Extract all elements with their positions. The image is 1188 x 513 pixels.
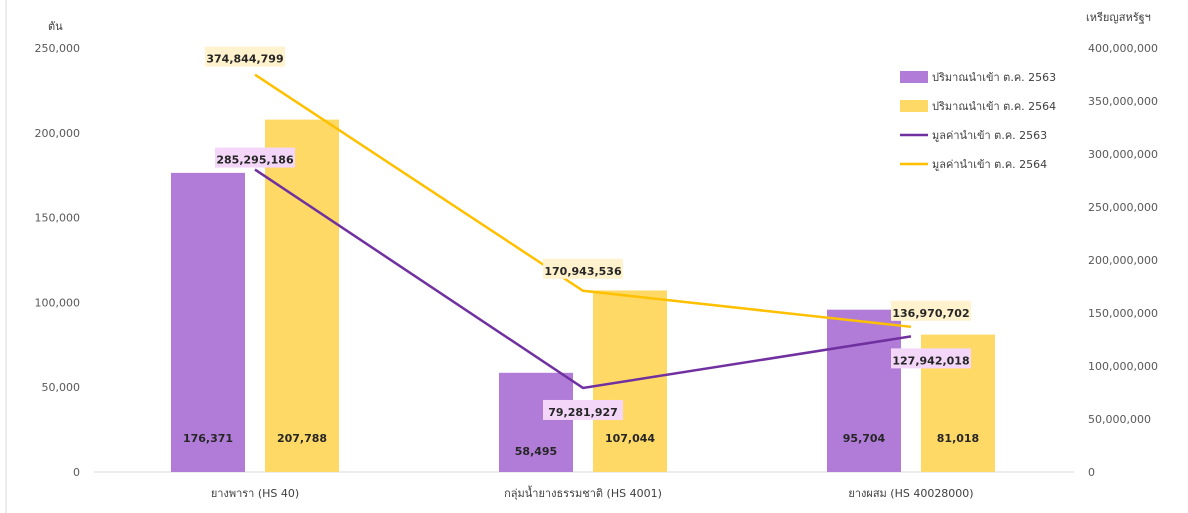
bar <box>265 119 339 472</box>
bar-value-label: 107,044 <box>605 432 655 445</box>
right-tick-label: 0 <box>1088 466 1095 479</box>
right-tick-label: 50,000,000 <box>1088 413 1151 426</box>
left-tick-label: 150,000 <box>35 212 81 225</box>
line-value-label: 374,844,799 <box>206 53 283 66</box>
line-label-box <box>891 300 971 321</box>
bar <box>171 172 245 472</box>
right-axis-unit-label: เหรียญสหรัฐฯ <box>1086 11 1151 24</box>
bar-value-label: 176,371 <box>183 432 233 445</box>
legend-swatch <box>900 71 928 83</box>
line-label-box <box>891 348 971 369</box>
left-axis-ticks: 0 50,000 100,000 150,000 200,000 250,000 <box>35 42 81 479</box>
left-tick-label: 250,000 <box>35 42 81 55</box>
line-label-box <box>215 147 295 168</box>
left-tick-label: 200,000 <box>35 127 81 140</box>
left-tick-label: 0 <box>73 466 80 479</box>
right-tick-label: 400,000,000 <box>1088 42 1158 55</box>
legend-label: ปริมาณนำเข้า ต.ค. 2563 <box>932 71 1056 84</box>
bar-value-label: 207,788 <box>277 432 327 445</box>
category-label: ยางผสม (HS 40028000) <box>848 487 973 500</box>
category-label: กลุ่มน้ำยางธรรมชาติ (HS 4001) <box>504 485 662 500</box>
category-label: ยางพารา (HS 40) <box>211 487 299 500</box>
bar-value-label: 81,018 <box>937 432 979 445</box>
left-tick-label: 50,000 <box>42 381 81 394</box>
right-tick-label: 300,000,000 <box>1088 148 1158 161</box>
legend-label: มูลค่านำเข้า ต.ค. 2564 <box>932 158 1047 171</box>
line-value-label: 136,970,702 <box>892 307 969 320</box>
bar-series <box>171 119 995 472</box>
category-labels: ยางพารา (HS 40) กลุ่มน้ำยางธรรมชาติ (HS 4… <box>211 485 974 500</box>
right-axis-ticks: 0 50,000,000 100,000,000 150,000,000 200,000… <box>1088 42 1158 479</box>
right-tick-label: 200,000,000 <box>1088 254 1158 267</box>
line-value-label: 170,943,536 <box>544 265 622 278</box>
left-axis-unit-label: ตัน <box>48 20 63 33</box>
right-tick-label: 150,000,000 <box>1088 307 1158 320</box>
line-series-path <box>254 168 912 390</box>
bar <box>499 372 573 472</box>
line-value-label: 79,281,927 <box>548 406 618 419</box>
bar <box>827 309 901 472</box>
line-data-labels: 285,295,186 79,281,927 127,942,018 374,844,… <box>205 46 971 420</box>
right-tick-label: 250,000,000 <box>1088 201 1158 214</box>
line-series-path <box>254 73 912 329</box>
bar-data-labels: 176,371 58,495 95,704 207,788 107,044 81,018 <box>183 432 979 458</box>
legend: ปริมาณนำเข้า ต.ค. 2563 ปริมาณนำเข้า ต.ค. … <box>900 71 1056 171</box>
line-label-box <box>205 46 285 67</box>
line-value-label: 285,295,186 <box>216 154 294 167</box>
legend-label: มูลค่านำเข้า ต.ค. 2563 <box>932 129 1047 142</box>
bar-value-label: 58,495 <box>515 445 557 458</box>
left-tick-label: 100,000 <box>35 296 81 309</box>
bar-value-label: 95,704 <box>843 432 886 445</box>
right-tick-label: 350,000,000 <box>1088 95 1158 108</box>
legend-swatch <box>900 100 928 112</box>
line-label-box <box>543 258 623 279</box>
line-label-box <box>543 399 623 420</box>
legend-label: ปริมาณนำเข้า ต.ค. 2564 <box>932 100 1056 113</box>
right-tick-label: 100,000,000 <box>1088 360 1158 373</box>
line-value-label: 127,942,018 <box>892 354 969 367</box>
line-series <box>254 73 912 390</box>
